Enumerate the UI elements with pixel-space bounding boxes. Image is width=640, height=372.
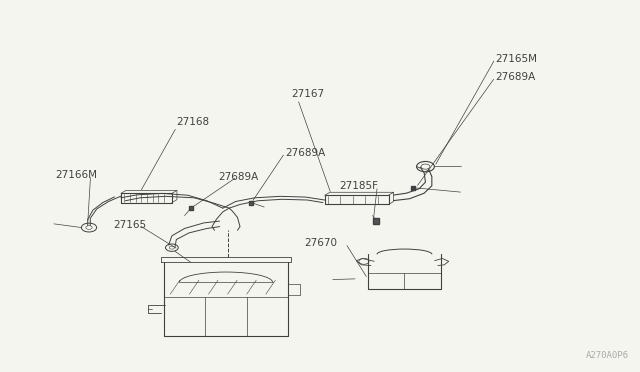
Text: 27168: 27168 [177,117,210,127]
Text: 27167: 27167 [291,89,324,99]
Text: 27165: 27165 [113,220,146,230]
Text: 27165M: 27165M [495,54,537,64]
Text: 27185F: 27185F [339,181,378,191]
Text: 27689A: 27689A [495,72,536,82]
Text: 27166M: 27166M [56,170,97,180]
Text: 27689A: 27689A [218,172,259,182]
Text: 27670: 27670 [304,238,337,248]
Text: A270A0P6: A270A0P6 [586,350,629,359]
Text: 27689A: 27689A [285,148,325,158]
